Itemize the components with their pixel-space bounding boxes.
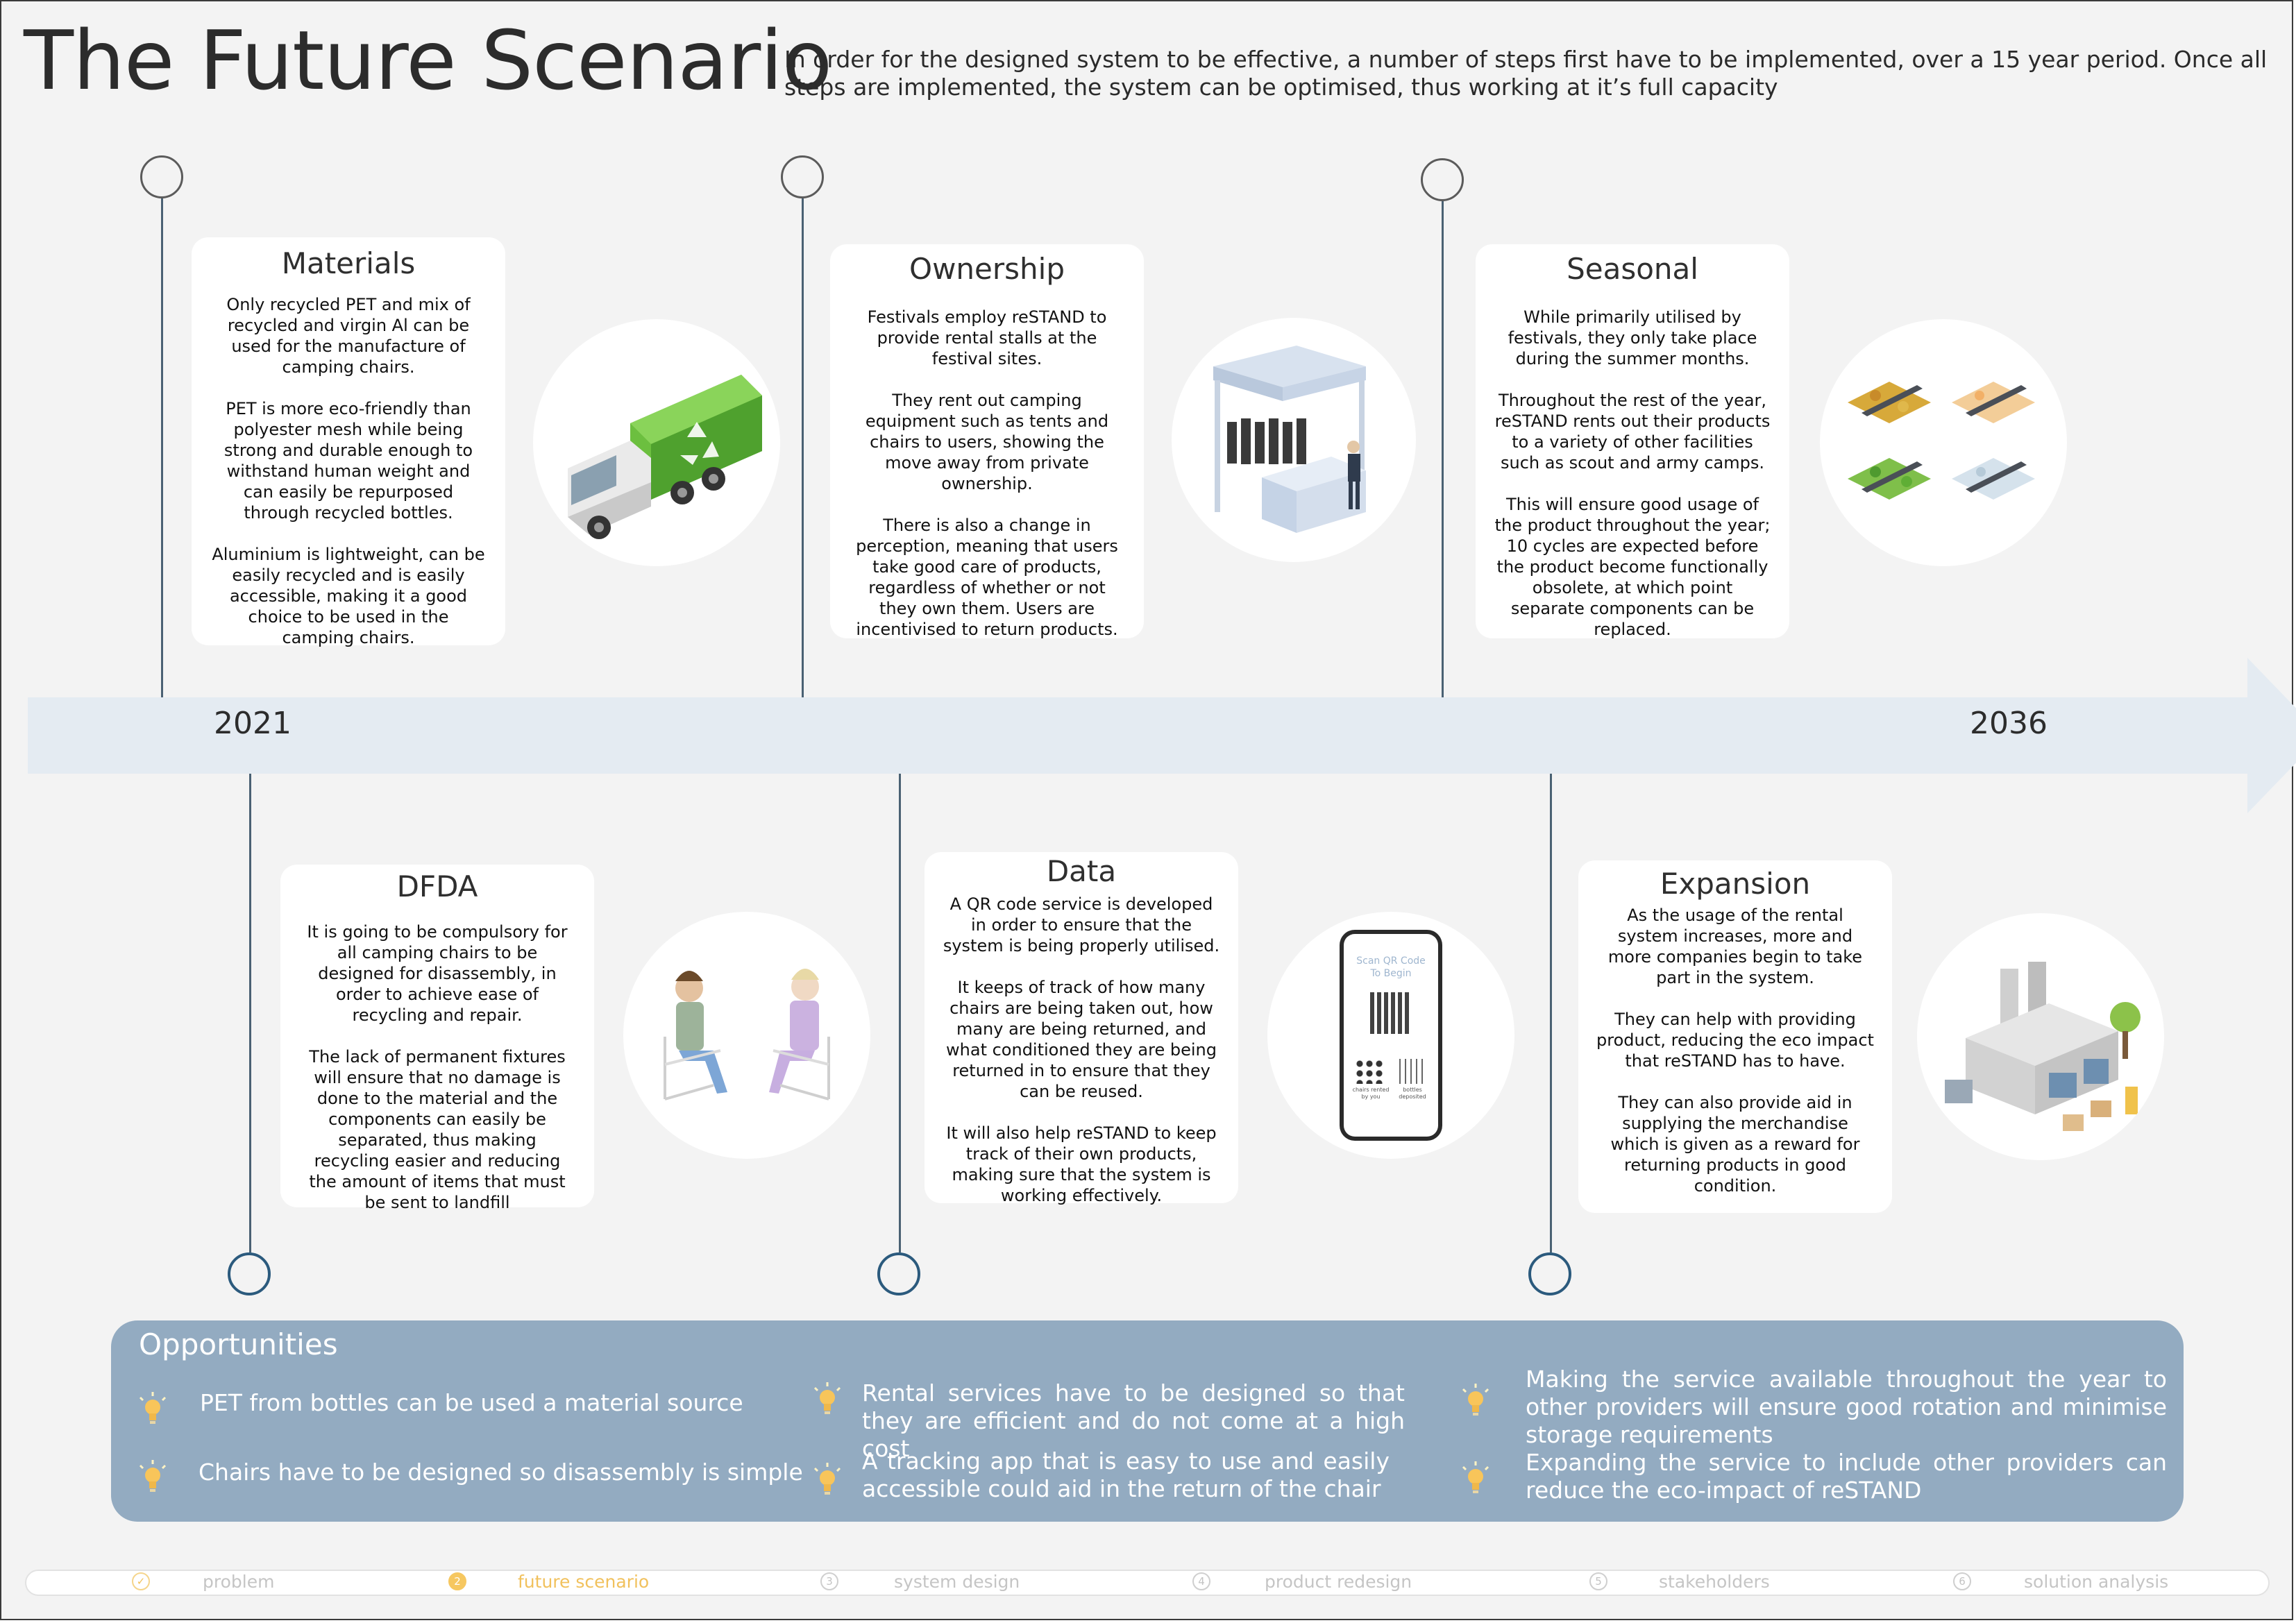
dfda-paragraph: It is going to be compulsory for all cam… <box>307 922 568 1025</box>
data-card: Data A QR code service is developed in o… <box>925 852 1238 1205</box>
seasonal-card: Seasonal While primarily utilised by fes… <box>1476 244 1789 639</box>
opportunities-title: Opportunities <box>139 1327 338 1361</box>
ownership-title: Ownership <box>909 252 1065 286</box>
phone-grid-left <box>1355 1059 1385 1084</box>
nav-item-system-design[interactable]: system design <box>894 1572 1020 1592</box>
materials-paragraph: Only recycled PET and mix of recycled an… <box>226 295 471 377</box>
dfda-paragraph: The lack of permanent fixtures will ensu… <box>309 1047 566 1212</box>
ownership-marker <box>781 155 824 198</box>
data-connector <box>899 774 901 1252</box>
recycling-truck-icon <box>533 319 780 566</box>
materials-paragraph: Aluminium is lightweight, can be easily … <box>212 545 485 647</box>
expansion-card: Expansion As the usage of the rental sys… <box>1578 860 1892 1213</box>
four-seasons-icon <box>1820 319 2067 566</box>
materials-connector <box>161 198 163 697</box>
ownership-connector <box>802 198 804 697</box>
nav-step-number[interactable]: 2 <box>448 1572 466 1590</box>
opportunity-item: A tracking app that is easy to use and e… <box>862 1447 1390 1502</box>
lightbulb-icon <box>139 1460 167 1492</box>
timeline-arrow-head <box>2247 658 2296 813</box>
end-year: 2036 <box>1970 706 2048 741</box>
ownership-paragraph: There is also a change in perception, me… <box>856 516 1118 639</box>
nav-item-problem[interactable]: problem <box>203 1572 275 1592</box>
start-year: 2021 <box>214 706 292 741</box>
seasonal-paragraph: This will ensure good usage of the produ… <box>1494 495 1771 639</box>
dfda-connector <box>249 774 251 1252</box>
opportunities-panel <box>111 1320 2184 1522</box>
expansion-title: Expansion <box>1660 867 1811 901</box>
data-paragraph: It will also help reSTAND to keep track … <box>946 1123 1217 1205</box>
dfda-card: DFDA It is going to be compulsory for al… <box>280 865 594 1212</box>
nav-item-stakeholders[interactable]: stakeholders <box>1659 1572 1770 1592</box>
smartphone-frame: Scan QR Code To Begin chairs rented by y… <box>1340 930 1442 1141</box>
people-on-chairs-icon <box>623 912 870 1159</box>
qr-code <box>1370 992 1412 1034</box>
phone-caption-left: chairs rented by you <box>1352 1087 1390 1100</box>
smartphone-screen: Scan QR Code To Begin chairs rented by y… <box>1344 934 1438 1137</box>
opportunity-item: Making the service available throughout … <box>1526 1366 2167 1448</box>
ownership-card: Ownership Festivals employ reSTAND to pr… <box>830 244 1144 639</box>
intro-text: In order for the designed system to be e… <box>784 46 2268 101</box>
nav-step-number[interactable]: 6 <box>1953 1572 1971 1590</box>
ownership-paragraph: Festivals employ reSTAND to provide rent… <box>867 307 1107 368</box>
nav-step-number[interactable]: 3 <box>820 1572 838 1590</box>
lightbulb-icon <box>139 1392 167 1424</box>
expansion-connector <box>1550 774 1552 1252</box>
opportunity-item: Expanding the service to include other p… <box>1526 1449 2167 1504</box>
materials-paragraph: PET is more eco-friendly than polyester … <box>223 399 473 522</box>
factory-icon <box>1917 913 2164 1160</box>
materials-title: Materials <box>281 246 416 280</box>
seasonal-connector <box>1442 201 1444 697</box>
nav-item-product-redesign[interactable]: product redesign <box>1265 1572 1412 1592</box>
nav-item-solution-analysis[interactable]: solution analysis <box>2024 1572 2169 1592</box>
materials-card: Materials Only recycled PET and mix of r… <box>192 237 505 647</box>
page-title: The Future Scenario <box>24 12 832 108</box>
seasonal-paragraph: While primarily utilised by festivals, t… <box>1508 307 1757 368</box>
nav-step-number[interactable]: 4 <box>1192 1572 1210 1590</box>
lightbulb-icon <box>813 1382 841 1414</box>
opportunity-item: Rental services have to be designed so t… <box>862 1379 1405 1462</box>
section-nav <box>25 1570 2270 1596</box>
data-paragraph: It keeps of track of how many chairs are… <box>946 978 1217 1101</box>
expansion-paragraph: They can also provide aid in supplying t… <box>1610 1093 1860 1196</box>
phone-grid-right <box>1399 1059 1427 1084</box>
expansion-marker <box>1528 1252 1571 1295</box>
materials-marker <box>140 155 183 198</box>
expansion-paragraph: They can help with providing product, re… <box>1596 1010 1874 1071</box>
ownership-paragraph: They rent out camping equipment such as … <box>865 391 1109 493</box>
rental-stall-icon <box>1172 318 1416 562</box>
opportunity-item: Chairs have to be designed so disassembl… <box>199 1459 803 1486</box>
opportunity-item: PET from bottles can be used a material … <box>200 1389 743 1416</box>
seasonal-paragraph: Throughout the rest of the year, reSTAND… <box>1494 391 1771 473</box>
phone-scan-text: Scan QR Code To Begin <box>1356 955 1426 979</box>
data-title: Data <box>1046 854 1117 888</box>
phone-caption-right: bottles deposited <box>1399 1087 1426 1100</box>
seasonal-title: Seasonal <box>1567 252 1698 286</box>
seasonal-marker <box>1421 158 1464 201</box>
lightbulb-icon <box>813 1463 841 1495</box>
timeline-arrow <box>28 697 2249 774</box>
dfda-marker <box>228 1252 271 1295</box>
data-paragraph: A QR code service is developed in order … <box>943 894 1220 955</box>
expansion-paragraph: As the usage of the rental system increa… <box>1607 906 1863 987</box>
lightbulb-icon <box>1462 1461 1489 1493</box>
nav-check-icon[interactable]: ✓ <box>132 1572 150 1590</box>
dfda-title: DFDA <box>396 869 478 903</box>
lightbulb-icon <box>1462 1384 1489 1416</box>
data-marker <box>877 1252 920 1295</box>
nav-item-future-scenario[interactable]: future scenario <box>518 1572 650 1592</box>
nav-step-number[interactable]: 5 <box>1589 1572 1607 1590</box>
smartphone-qr-icon: Scan QR Code To Begin chairs rented by y… <box>1267 912 1514 1159</box>
